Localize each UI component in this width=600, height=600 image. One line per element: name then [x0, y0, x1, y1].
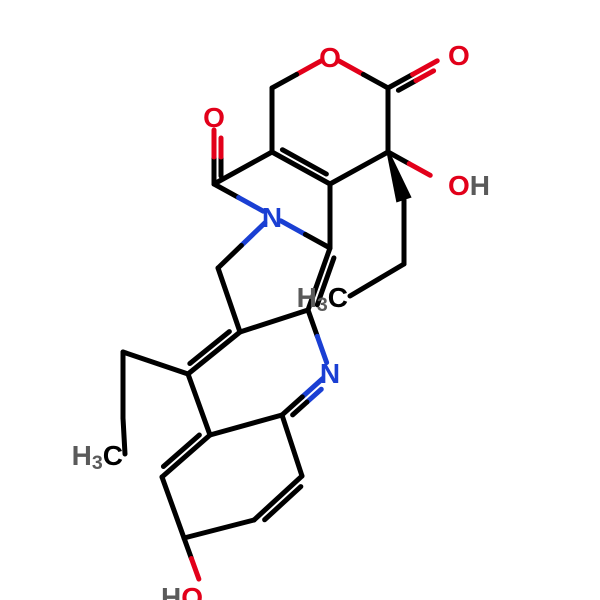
atom-label-O24: HO — [161, 582, 203, 600]
atom-label-C30: H3C — [72, 440, 123, 474]
molecule-diagram: OOOHONNHOH3CH3C — [0, 0, 600, 600]
atom-label-N16: N — [320, 358, 340, 389]
atom-label-O8: OH — [448, 170, 490, 201]
atom-label-O4: O — [448, 40, 470, 71]
atom-label-N11: N — [262, 202, 282, 233]
atom-label-O1: O — [319, 42, 341, 73]
atom-label-O10: O — [203, 102, 225, 133]
